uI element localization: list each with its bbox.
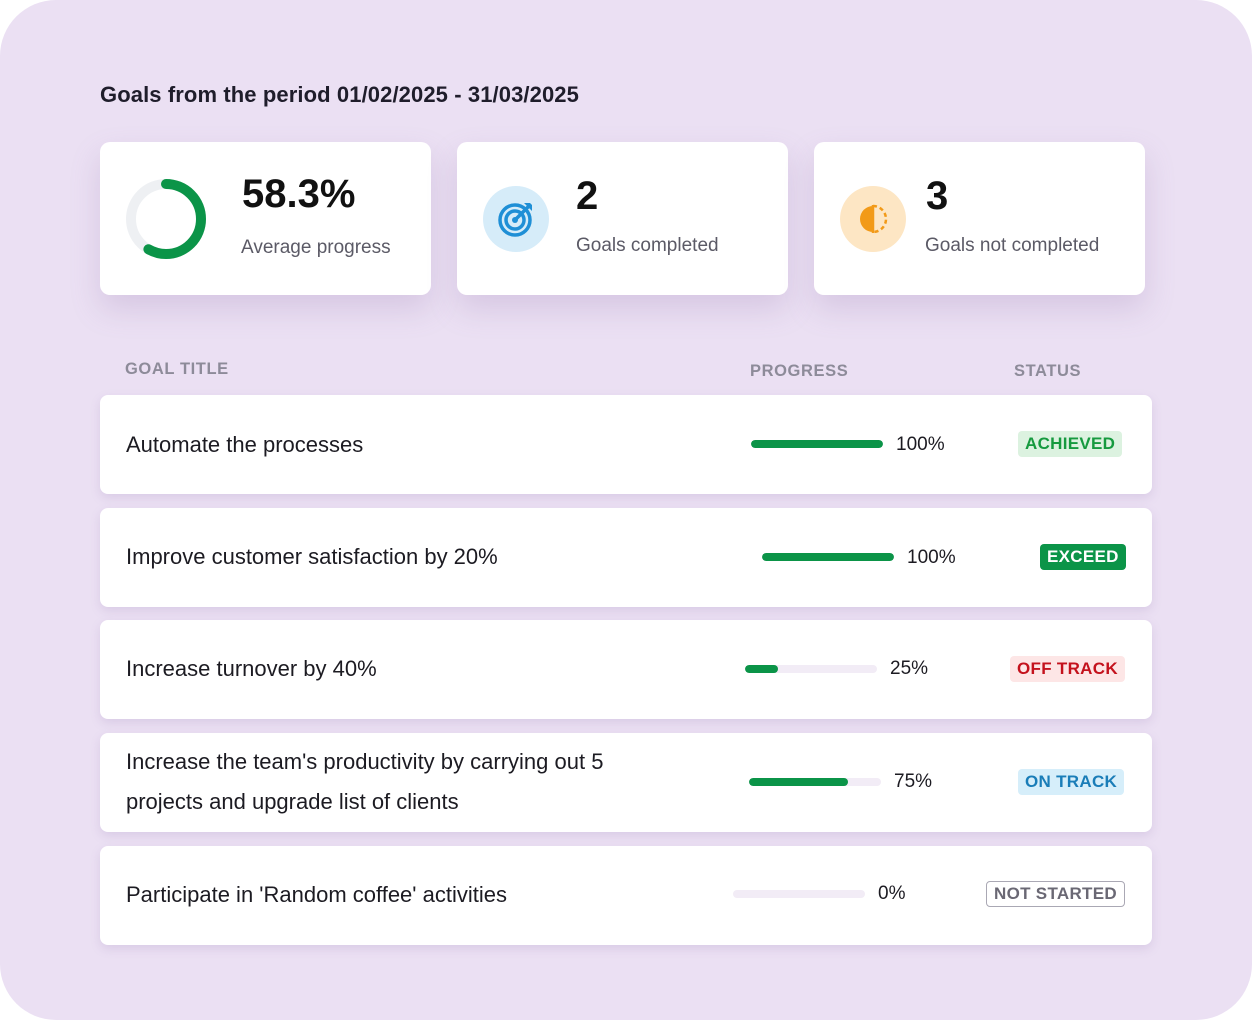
status-badge-exceed: EXCEED bbox=[1040, 544, 1126, 570]
progress-bar bbox=[733, 890, 865, 898]
progress-percent: 100% bbox=[896, 434, 945, 455]
status-badge-off-track: OFF TRACK bbox=[1010, 656, 1125, 682]
progress-bar-fill bbox=[762, 553, 894, 561]
page-title: Goals from the period 01/02/2025 - 31/03… bbox=[100, 82, 579, 107]
progress-percent: 100% bbox=[907, 547, 956, 568]
table-row[interactable]: Increase turnover by 40% 25% OFF TRACK bbox=[100, 620, 1152, 719]
column-header-progress[interactable]: PROGRESS bbox=[750, 362, 849, 380]
goals-not-completed-value: 3 bbox=[926, 174, 949, 218]
donut-progress-icon bbox=[125, 178, 207, 260]
progress-bar bbox=[745, 665, 877, 673]
goal-title: Automate the processes bbox=[126, 432, 364, 457]
goal-title-line-1: Increase the team's productivity by carr… bbox=[126, 749, 604, 774]
goals-not-completed-card: 3 Goals not completed bbox=[814, 142, 1145, 295]
progress-bar bbox=[749, 778, 881, 786]
table-row[interactable]: Participate in 'Random coffee' activitie… bbox=[100, 846, 1152, 945]
goal-title: Improve customer satisfaction by 20% bbox=[126, 544, 498, 569]
progress-percent: 0% bbox=[878, 883, 906, 904]
target-icon bbox=[483, 186, 549, 252]
table-row[interactable]: Automate the processes 100% ACHIEVED bbox=[100, 395, 1152, 494]
goal-title-line-2: projects and upgrade list of clients bbox=[126, 789, 459, 814]
goals-completed-value: 2 bbox=[576, 174, 599, 218]
status-badge-on-track: ON TRACK bbox=[1018, 769, 1125, 795]
average-progress-label: Average progress bbox=[241, 237, 391, 258]
progress-bar-fill bbox=[751, 440, 883, 448]
goal-title: Participate in 'Random coffee' activitie… bbox=[126, 882, 507, 907]
table-row[interactable]: Increase the team's productivity by carr… bbox=[100, 733, 1152, 832]
status-badge-not-started: NOT STARTED bbox=[986, 881, 1125, 907]
progress-percent: 25% bbox=[890, 658, 929, 679]
progress-bar bbox=[751, 440, 883, 448]
table-row[interactable]: Improve customer satisfaction by 20% 100… bbox=[100, 508, 1152, 607]
column-header-status[interactable]: STATUS bbox=[1014, 362, 1082, 380]
goals-completed-card: 2 Goals completed bbox=[457, 142, 788, 295]
average-progress-card: 58.3% Average progress bbox=[100, 142, 431, 295]
status-badge-achieved: ACHIEVED bbox=[1018, 431, 1123, 457]
progress-percent: 75% bbox=[894, 771, 933, 792]
column-header-goal-title[interactable]: GOAL TITLE bbox=[125, 360, 229, 378]
progress-bar-fill bbox=[745, 665, 778, 673]
progress-bar bbox=[762, 553, 894, 561]
half-circle-icon bbox=[840, 186, 906, 252]
goals-completed-label: Goals completed bbox=[576, 235, 719, 256]
average-progress-value: 58.3% bbox=[242, 172, 356, 216]
progress-bar-fill bbox=[749, 778, 848, 786]
goals-not-completed-label: Goals not completed bbox=[925, 235, 1100, 256]
goal-title: Increase turnover by 40% bbox=[126, 656, 377, 681]
